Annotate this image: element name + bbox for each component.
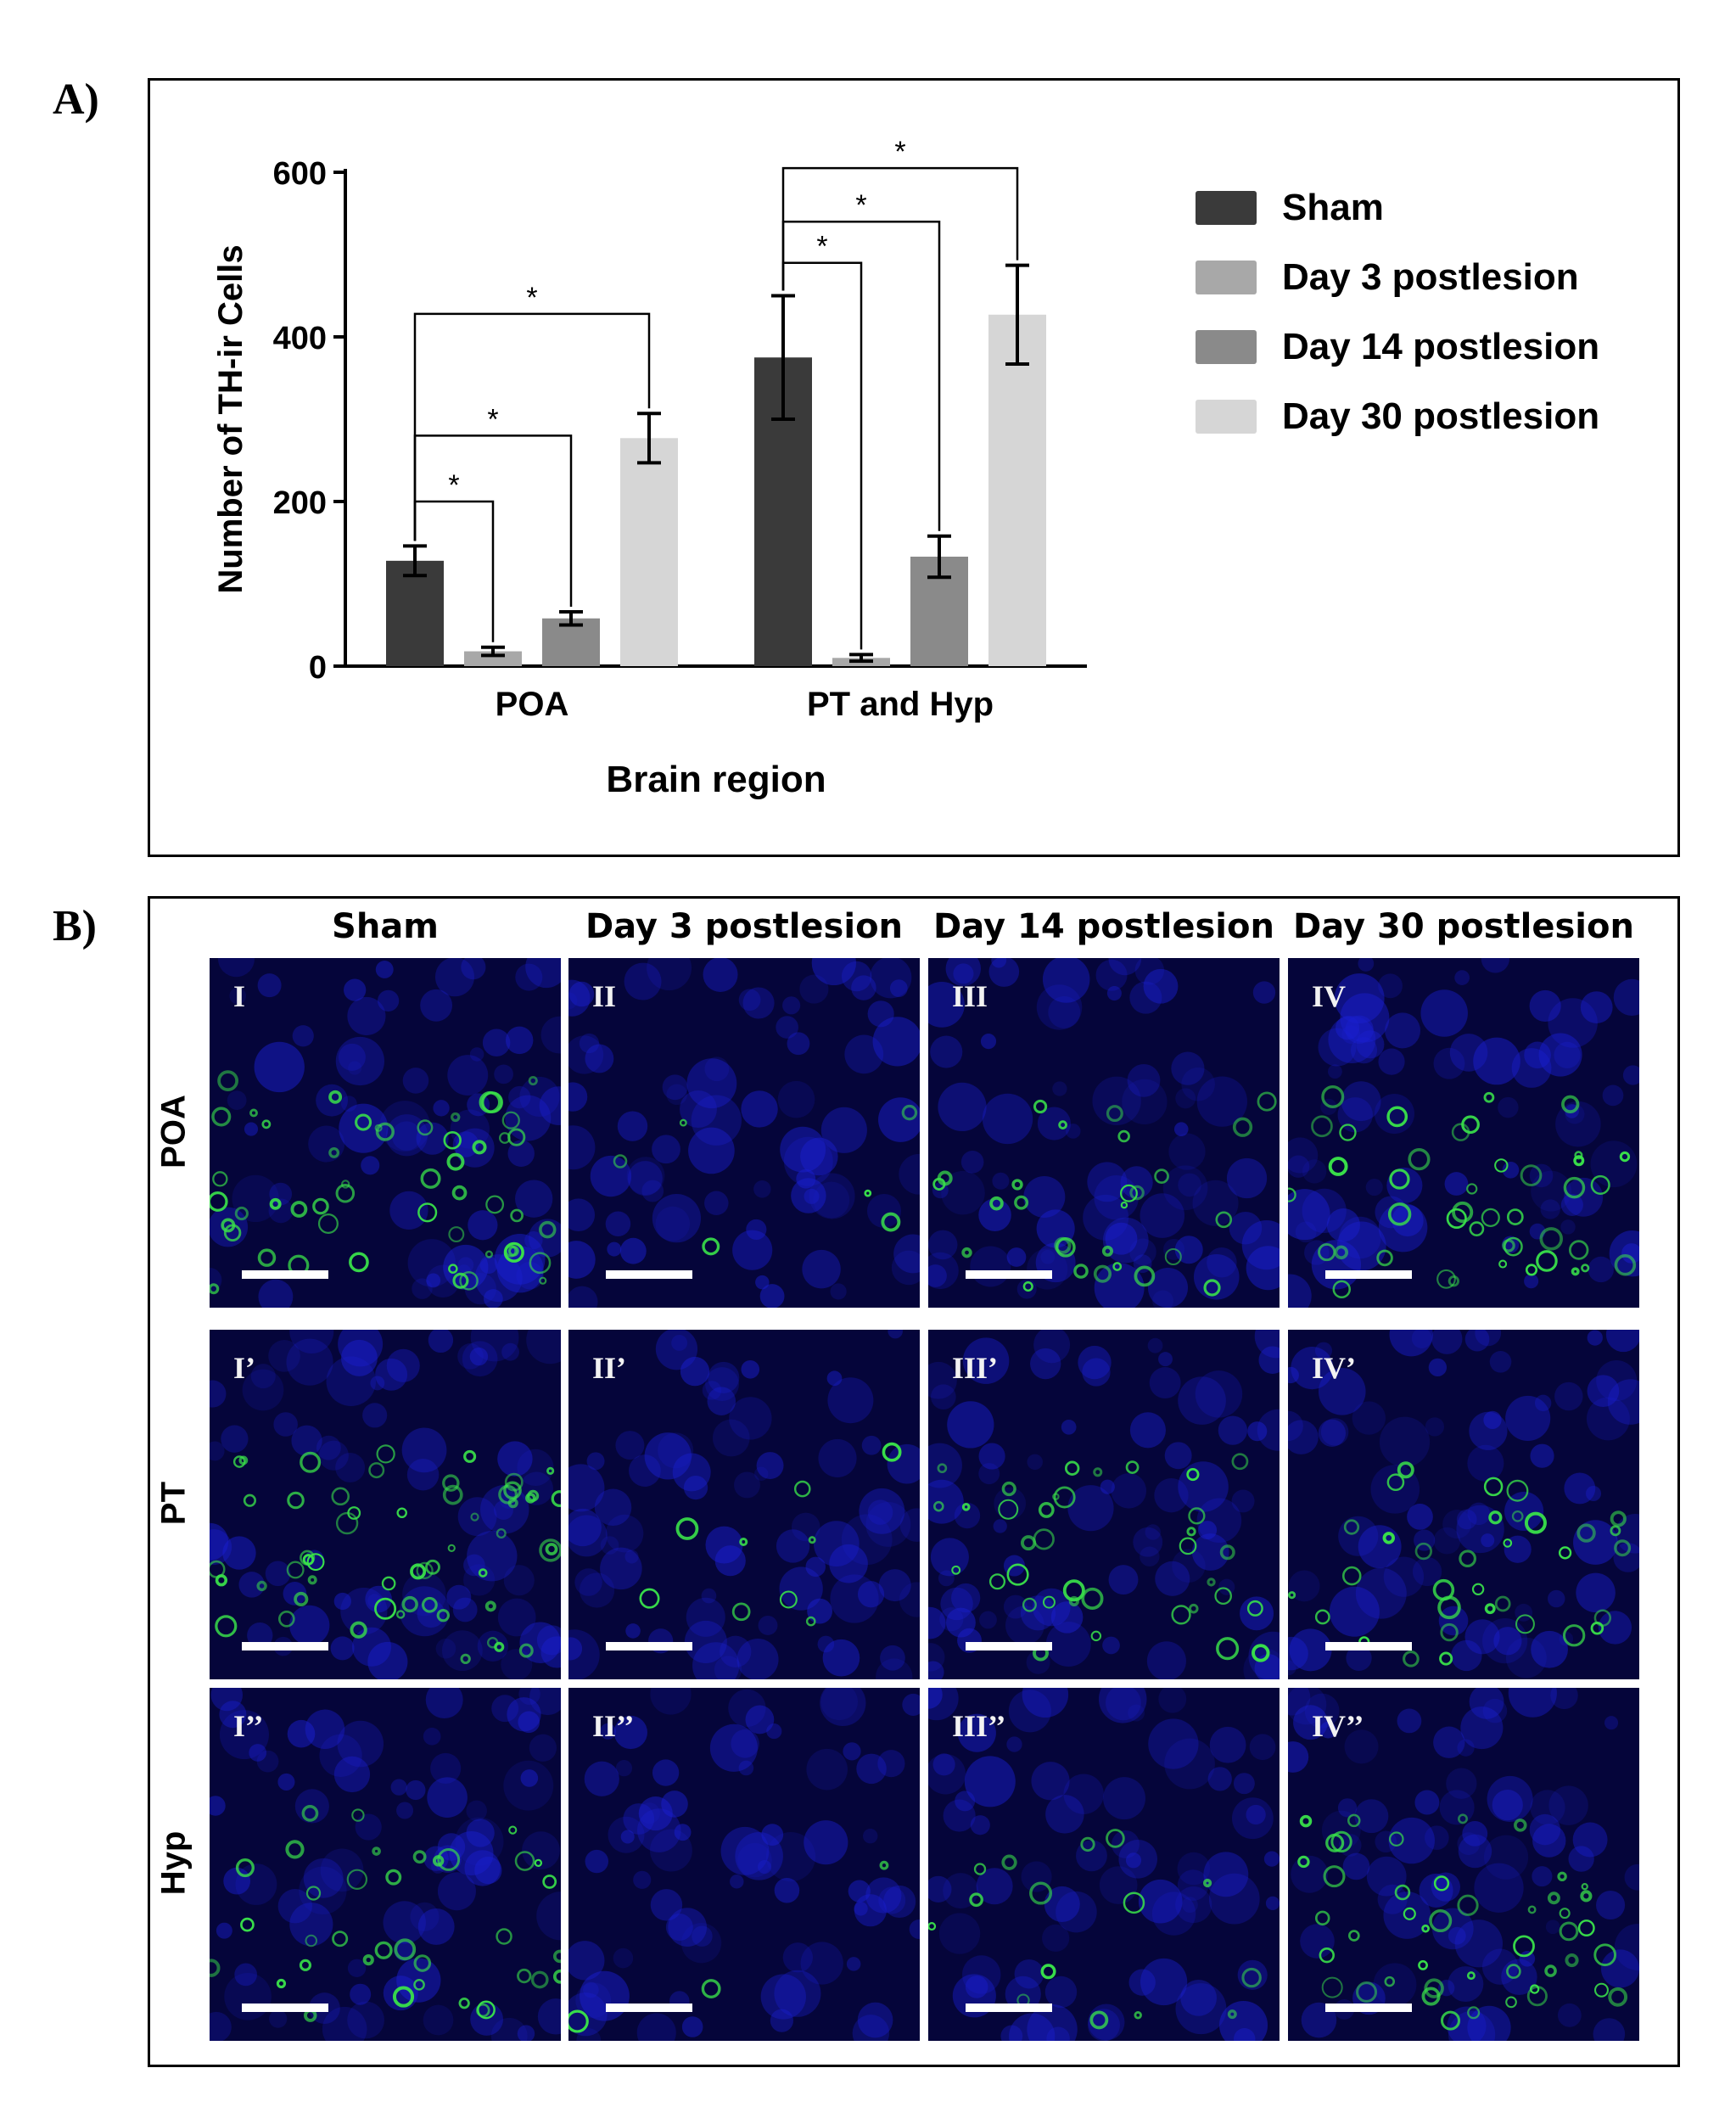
micrograph-texture bbox=[210, 1688, 561, 2041]
micrograph-frame: Sham Day 3 postlesion Day 14 postlesion Day… bbox=[148, 896, 1680, 2067]
micrograph-texture bbox=[928, 958, 1280, 1308]
column-title: Sham bbox=[332, 907, 439, 946]
scale-bar bbox=[966, 1642, 1052, 1650]
scale-bar bbox=[1325, 1270, 1412, 1279]
row-label: Hyp bbox=[154, 1830, 193, 1896]
micrograph-tile: II bbox=[568, 958, 920, 1308]
bar-1-poa bbox=[386, 560, 444, 666]
micrograph-tile: III’ bbox=[928, 1330, 1280, 1679]
legend-swatch bbox=[1196, 330, 1257, 364]
micrograph-tag: II bbox=[592, 979, 617, 1013]
y-tick-label: 200 bbox=[273, 485, 327, 521]
row-label: PT bbox=[154, 1481, 193, 1526]
x-tick-label: PT and Hyp bbox=[807, 686, 994, 723]
micrograph-texture bbox=[928, 1688, 1280, 2041]
micrograph-texture bbox=[568, 1688, 920, 2041]
micrograph-tile: I bbox=[210, 958, 561, 1308]
legend-swatch bbox=[1196, 191, 1257, 225]
significance-star: * bbox=[448, 469, 459, 502]
micrograph-tag: III’ bbox=[952, 1351, 999, 1385]
micrograph-tag: I bbox=[233, 979, 246, 1013]
panel-a-label: A) bbox=[53, 76, 99, 124]
column-title: Day 3 postlesion bbox=[585, 907, 904, 946]
legend-label: Day 14 postlesion bbox=[1282, 326, 1599, 367]
legend-label: Day 30 postlesion bbox=[1282, 395, 1599, 437]
micrograph-texture bbox=[1288, 958, 1639, 1308]
micrograph-tag: IV’ bbox=[1312, 1351, 1356, 1385]
scale-bar bbox=[606, 1642, 692, 1650]
column-title: Day 30 postlesion bbox=[1293, 907, 1634, 946]
micrograph-tile: III’’ bbox=[928, 1688, 1280, 2041]
bar-4-poa bbox=[620, 438, 678, 666]
scale-bar bbox=[1325, 2004, 1412, 2012]
micrograph-tile: IV’’ bbox=[1288, 1688, 1639, 2041]
micrograph-tile: III bbox=[928, 958, 1280, 1308]
scale-bar bbox=[242, 2004, 328, 2012]
micrograph-tag: II’’ bbox=[592, 1709, 635, 1743]
bar-2-poa bbox=[464, 651, 522, 666]
scale-bar bbox=[606, 2004, 692, 2012]
y-tick-label: 0 bbox=[309, 650, 327, 686]
micrograph-tag: II’ bbox=[592, 1351, 627, 1385]
micrograph-texture bbox=[1288, 1688, 1639, 2041]
significance-star: * bbox=[855, 189, 866, 221]
micrograph-tile: I’ bbox=[210, 1330, 561, 1679]
micrograph-tag: I’ bbox=[233, 1351, 255, 1385]
scale-bar bbox=[1325, 1642, 1412, 1650]
y-axis-title: Number of TH-ir Cells bbox=[212, 244, 249, 593]
significance-bracket bbox=[781, 166, 1019, 291]
legend-label: Day 3 postlesion bbox=[1282, 256, 1579, 298]
legend-swatch bbox=[1196, 400, 1257, 434]
scale-bar bbox=[966, 2004, 1052, 2012]
scale-bar bbox=[606, 1270, 692, 1279]
significance-star: * bbox=[816, 231, 827, 263]
y-tick-label: 400 bbox=[273, 321, 327, 356]
significance-star: * bbox=[894, 136, 905, 168]
micrograph-tile: IV bbox=[1288, 958, 1639, 1308]
x-axis-title: Brain region bbox=[606, 759, 826, 800]
panel-b-label: B) bbox=[53, 902, 97, 950]
micrograph-tag: IV bbox=[1312, 979, 1347, 1013]
scale-bar bbox=[966, 1270, 1052, 1279]
micrograph-texture bbox=[210, 1330, 561, 1679]
micrograph-tile: II’ bbox=[568, 1330, 920, 1679]
micrograph-texture bbox=[568, 958, 920, 1308]
micrograph-texture bbox=[928, 1330, 1280, 1679]
column-title: Day 14 postlesion bbox=[933, 907, 1274, 946]
micrograph-tag: IV’’ bbox=[1312, 1709, 1364, 1743]
significance-star: * bbox=[487, 403, 498, 435]
y-tick-label: 600 bbox=[273, 156, 327, 192]
scale-bar bbox=[242, 1642, 328, 1650]
micrograph-texture bbox=[1288, 1330, 1639, 1678]
scale-bar bbox=[242, 1270, 328, 1279]
significance-star: * bbox=[526, 282, 537, 314]
micrograph-tag: I’’ bbox=[233, 1709, 264, 1743]
bar-4-pt-and-hyp bbox=[988, 314, 1046, 666]
micrograph-tile: II’’ bbox=[568, 1688, 920, 2041]
micrograph-tile: IV’ bbox=[1288, 1330, 1639, 1679]
chart-frame: 0 200 400 600 Number of TH-ir Cells Brain reg… bbox=[148, 78, 1680, 857]
micrograph-tag: III’’ bbox=[952, 1709, 1006, 1743]
micrograph-tag: III bbox=[952, 979, 988, 1013]
legend-swatch bbox=[1196, 261, 1257, 294]
x-tick-label: POA bbox=[496, 686, 569, 723]
bar-chart: 0 200 400 600 Number of TH-ir Cells Brain reg… bbox=[212, 136, 1599, 800]
legend-label: Sham bbox=[1282, 187, 1384, 228]
micrograph-texture bbox=[210, 958, 561, 1308]
row-label: POA bbox=[154, 1095, 193, 1168]
significance-bracket bbox=[413, 312, 651, 541]
micrograph-tile: I’’ bbox=[210, 1688, 561, 2041]
